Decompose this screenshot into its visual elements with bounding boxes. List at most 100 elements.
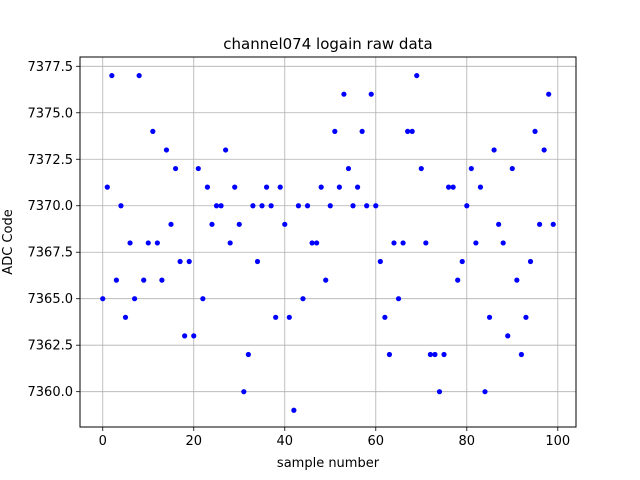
- data-point: [268, 203, 274, 209]
- data-point: [427, 351, 433, 358]
- data-point: [546, 91, 552, 97]
- data-point: [477, 184, 484, 190]
- data-point: [414, 72, 420, 79]
- data-point: [441, 351, 447, 358]
- data-point: [382, 314, 388, 320]
- x-tick-label: 40: [276, 434, 293, 449]
- data-point: [127, 240, 133, 246]
- y-tick-label: 7360.0: [28, 385, 74, 400]
- data-point: [145, 240, 151, 246]
- data-point: [118, 203, 124, 209]
- data-point: [295, 203, 302, 209]
- data-point: [345, 165, 352, 172]
- data-point: [182, 333, 188, 339]
- data-point: [163, 147, 170, 153]
- data-point: [113, 277, 120, 283]
- data-point: [241, 389, 247, 395]
- data-point: [491, 147, 497, 153]
- y-tick-label: 7375.0: [28, 106, 74, 121]
- data-point: [436, 389, 443, 395]
- data-point: [359, 128, 365, 134]
- data-point: [200, 296, 206, 302]
- data-point: [364, 203, 370, 209]
- y-tick-label: 7362.5: [28, 339, 74, 354]
- data-point: [332, 128, 338, 134]
- y-tick-label: 7367.5: [28, 246, 74, 261]
- data-point: [291, 407, 297, 413]
- data-point: [218, 203, 224, 209]
- y-tick-label: 7370.0: [28, 199, 74, 214]
- data-point: [304, 203, 311, 209]
- data-point: [336, 184, 342, 190]
- data-point: [263, 184, 270, 190]
- data-point: [532, 128, 538, 134]
- data-point: [455, 277, 461, 283]
- data-point: [432, 351, 438, 358]
- data-point: [377, 258, 383, 265]
- data-point: [514, 277, 520, 283]
- data-point: [245, 351, 251, 358]
- data-point: [159, 277, 165, 283]
- data-point: [177, 258, 183, 265]
- data-point: [418, 165, 424, 172]
- data-point: [195, 165, 201, 172]
- data-point: [486, 314, 493, 320]
- data-point: [223, 147, 229, 153]
- data-point: [518, 351, 524, 358]
- data-point: [445, 184, 452, 190]
- x-axis-label: sample number: [277, 456, 380, 471]
- y-tick-label: 7365.0: [28, 292, 74, 307]
- data-point: [132, 296, 138, 302]
- data-point: [141, 277, 147, 283]
- data-point: [536, 221, 543, 227]
- data-point: [373, 203, 379, 209]
- data-point: [100, 296, 106, 302]
- data-point: [400, 240, 406, 246]
- data-point: [259, 203, 265, 209]
- data-point: [104, 184, 110, 190]
- data-point: [318, 184, 324, 190]
- y-axis-label: ADC Code: [1, 209, 16, 274]
- plot-frame: [79, 56, 577, 428]
- data-point: [309, 240, 315, 246]
- data-point: [473, 240, 479, 246]
- grid-lines: [80, 57, 576, 427]
- data-point: [523, 314, 529, 320]
- y-tick-label: 7377.5: [28, 60, 74, 75]
- data-point: [154, 240, 160, 246]
- data-point: [459, 258, 465, 265]
- data-point: [409, 128, 415, 134]
- data-point: [505, 333, 511, 339]
- data-point: [482, 389, 488, 395]
- data-point: [277, 184, 283, 190]
- data-point: [341, 91, 347, 97]
- data-point: [213, 203, 220, 209]
- data-point: [496, 221, 502, 227]
- data-point: [405, 128, 411, 134]
- chart-title: channel074 logain raw data: [223, 35, 432, 53]
- data-point: [509, 165, 515, 172]
- data-point: [391, 240, 397, 246]
- data-point: [227, 240, 233, 246]
- data-point: [323, 277, 329, 283]
- data-point: [395, 296, 402, 302]
- data-point: [368, 91, 374, 97]
- data-point: [541, 147, 547, 153]
- data-point: [450, 184, 456, 190]
- data-point: [150, 128, 156, 134]
- x-tick-label: 20: [185, 434, 202, 449]
- data-point: [136, 72, 142, 79]
- x-tick-label: 0: [99, 434, 107, 449]
- data-point: [172, 165, 179, 172]
- data-point: [464, 203, 470, 209]
- data-point: [209, 221, 215, 227]
- data-point: [350, 203, 356, 209]
- data-point: [186, 258, 192, 265]
- data-point: [282, 221, 288, 227]
- data-point: [550, 221, 556, 227]
- data-point: [527, 258, 534, 265]
- data-point: [423, 240, 429, 246]
- x-tick-label: 60: [368, 434, 385, 449]
- data-point: [122, 314, 129, 320]
